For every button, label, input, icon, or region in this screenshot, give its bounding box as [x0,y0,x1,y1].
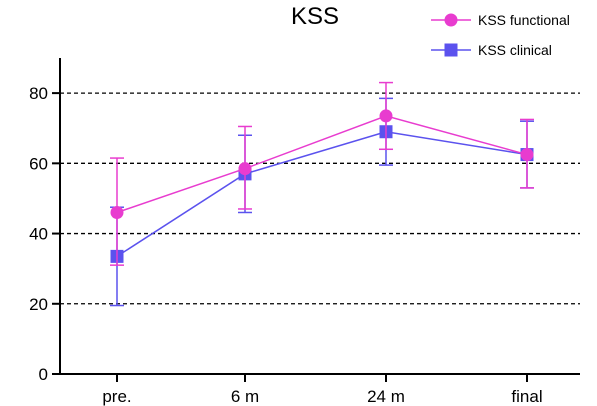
point-0-0 [110,205,124,219]
y-tick-label-0: 0 [39,365,48,384]
legend-label-0: KSS functional [478,12,570,28]
legend-marker-0 [444,13,458,27]
x-tick-label-0: pre. [102,387,131,406]
chart-title: KSS [291,3,339,30]
y-tick-label-60: 60 [29,154,48,173]
point-0-3 [520,148,534,162]
series-1 [110,97,534,307]
x-tick-label-1: 6 m [231,387,259,406]
series-line-1 [116,130,528,258]
series-layer [110,81,534,307]
legend: KSS functional KSS clinical [431,12,570,58]
legend-label-1: KSS clinical [478,42,552,58]
y-tick-label-20: 20 [29,295,48,314]
point-0-2 [379,109,393,123]
y-tick-label-80: 80 [29,84,48,103]
legend-marker-1 [444,43,458,57]
point-0-1 [238,162,252,176]
x-tick-label-3: final [511,387,542,406]
x-tick-label-2: 24 m [367,387,405,406]
y-tick-label-40: 40 [29,225,48,244]
series-line-0 [116,115,528,214]
axes: 0 20 40 60 80 pre. 6 m 24 m final [29,58,580,406]
grid-lines [60,92,580,305]
series-0 [110,81,534,266]
